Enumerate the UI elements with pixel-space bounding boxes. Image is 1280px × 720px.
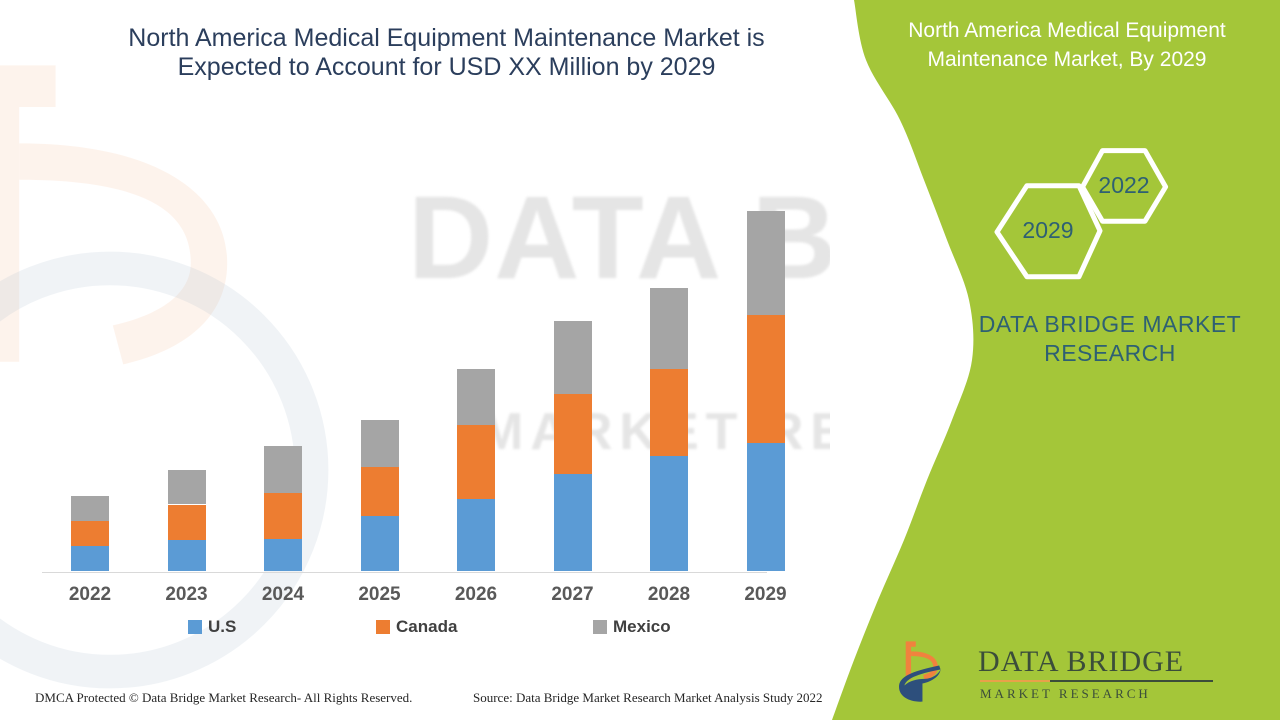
svg-text:2029: 2029 <box>1022 217 1073 243</box>
svg-text:2022: 2022 <box>1098 172 1149 198</box>
